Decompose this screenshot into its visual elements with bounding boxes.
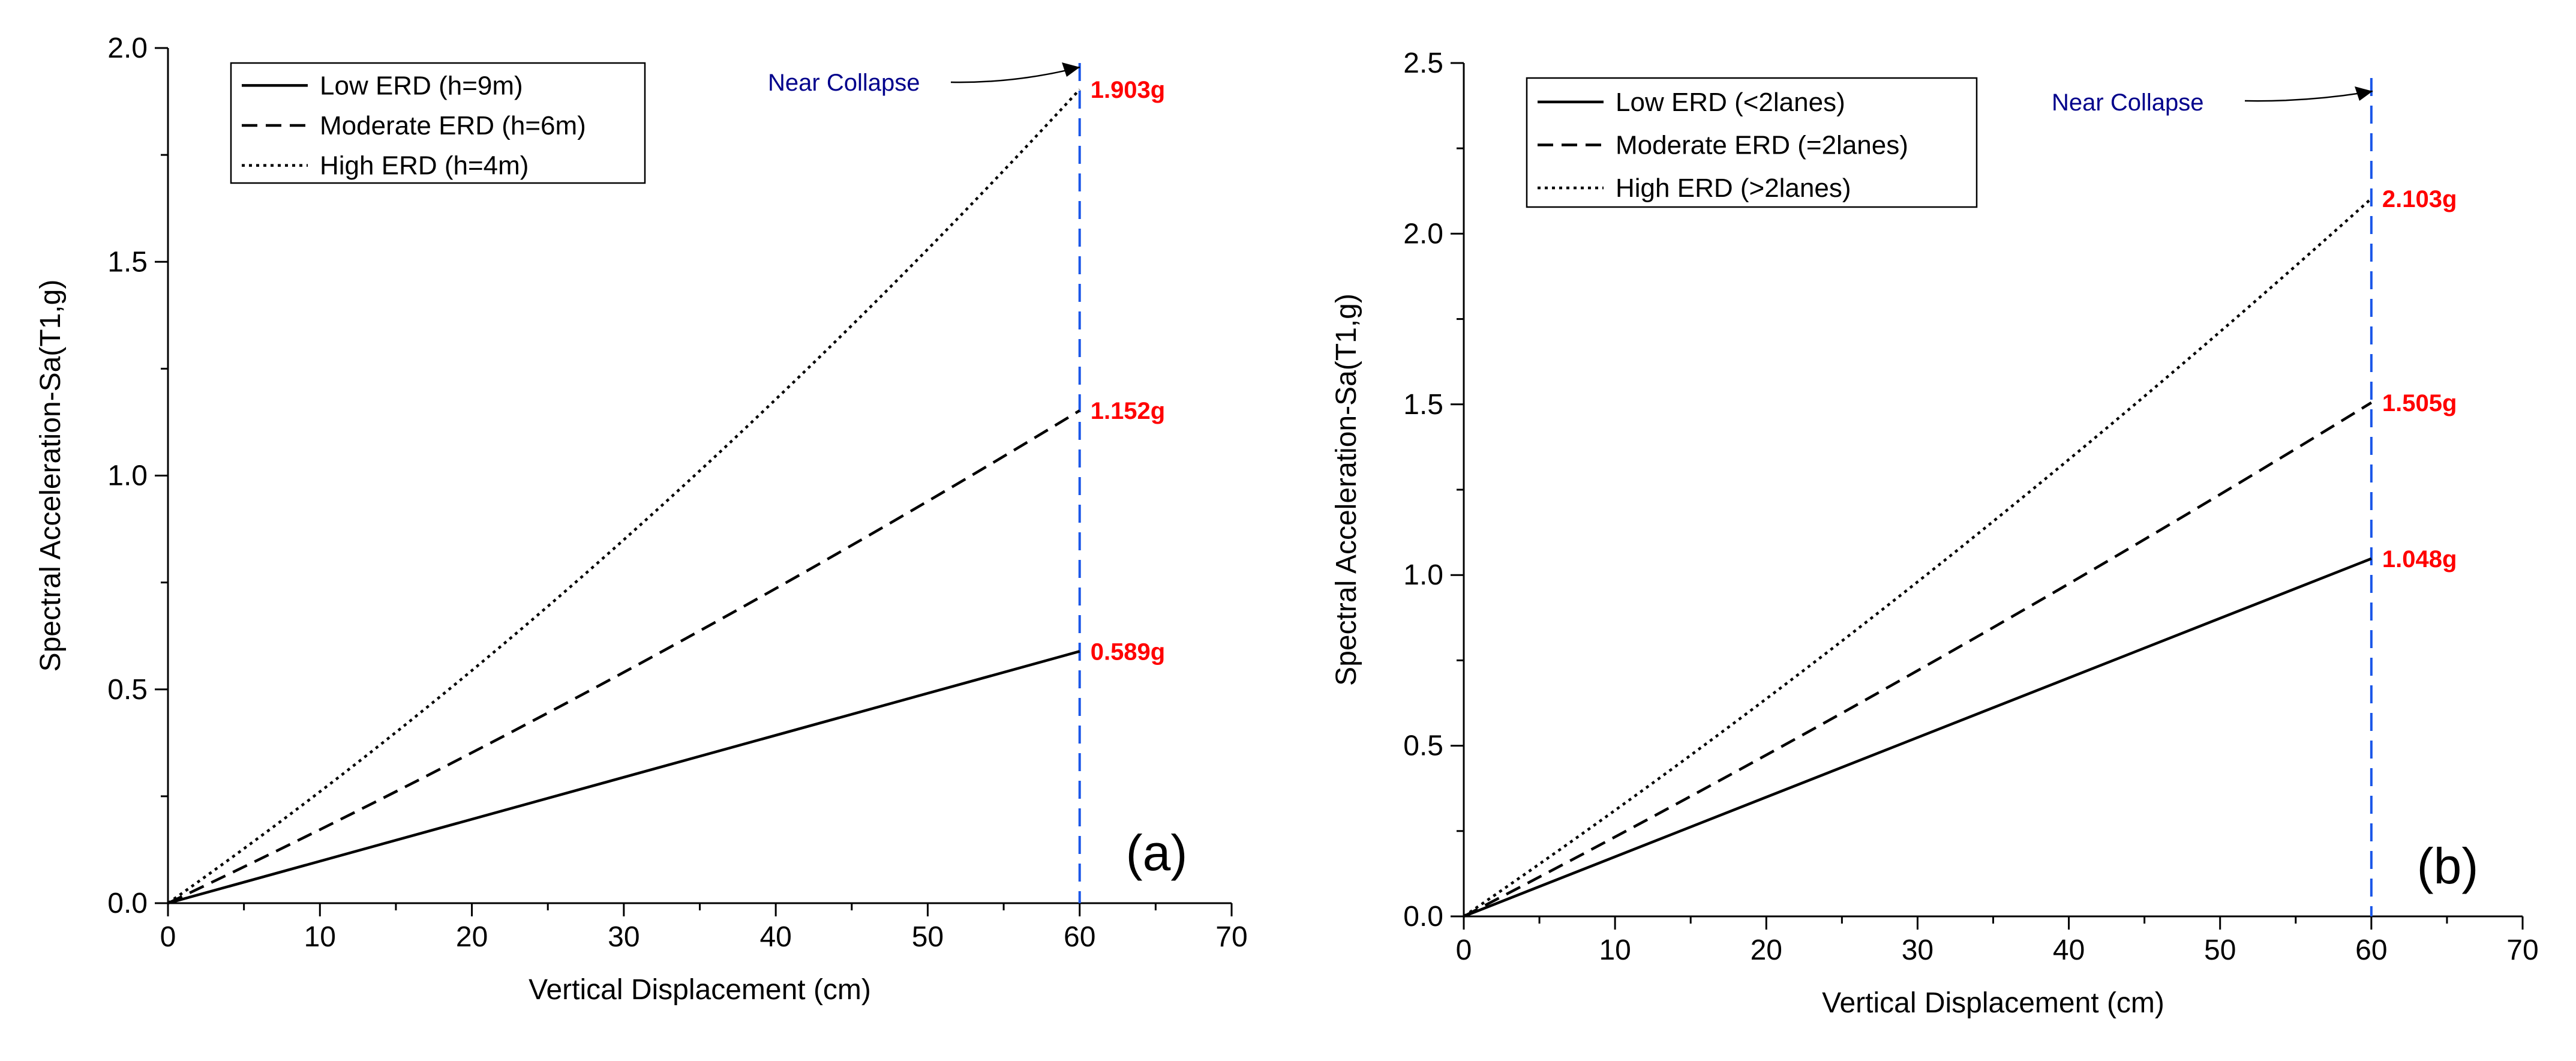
legend-box	[1526, 77, 1978, 208]
series-line-dashed	[167, 409, 1080, 905]
near-collapse-label: Near Collapse	[2052, 89, 2203, 116]
x-tick-label: 0	[160, 921, 176, 953]
x-axis-title: Vertical Displacement (cm)	[529, 974, 871, 1006]
y-tick-label: 0.5	[1403, 730, 1443, 762]
x-tick-label: 10	[304, 921, 336, 953]
y-tick-label: 0.0	[107, 888, 148, 919]
near-collapse-arrow	[950, 66, 1080, 83]
x-tick-label: 30	[608, 921, 640, 953]
y-tick-label: 0.5	[107, 674, 148, 706]
data-label: 0.589g	[1091, 639, 1166, 665]
x-tick-label: 30	[1902, 934, 1933, 966]
x-axis-title: Vertical Displacement (cm)	[1822, 987, 2164, 1019]
x-tick-label: 40	[759, 921, 791, 953]
x-tick-label: 70	[2506, 934, 2538, 966]
legend-entry: Low ERD (h=9m)	[320, 71, 523, 100]
panel-label: (a)	[1126, 825, 1188, 881]
y-tick-label: 2.0	[1403, 218, 1443, 250]
x-tick-label: 70	[1215, 921, 1247, 953]
legend-entry: Low ERD (<2lanes)	[1616, 88, 1845, 117]
y-tick-label: 1.0	[107, 460, 148, 492]
near-collapse-label: Near Collapse	[768, 70, 920, 96]
x-tick-label: 50	[2204, 934, 2236, 966]
legend-entry: High ERD (h=4m)	[320, 151, 529, 181]
chart-panel-b: 0 10 20 30 40 50 60 70 0.0 0.5 1.0 1.5 2.0 2.5 Vertica…	[1331, 47, 2539, 1019]
legend-entry: High ERD (>2lanes)	[1616, 173, 1851, 203]
data-label: 1.048g	[2382, 546, 2457, 573]
x-tick-label: 50	[912, 921, 944, 953]
x-tick-label: 0	[1456, 934, 1472, 966]
panel-label: (b)	[2417, 838, 2479, 894]
x-tick-label: 20	[1751, 934, 1782, 966]
y-tick-label: 1.0	[1403, 559, 1443, 591]
data-label: 2.103g	[2382, 186, 2457, 212]
y-tick-label: 2.0	[107, 32, 148, 64]
series-line-dashed	[1463, 401, 2373, 918]
y-axis-title: Spectral Acceleration-Sa(T1,g)	[35, 280, 67, 672]
series-line-solid	[1463, 557, 2372, 918]
data-label: 1.152g	[1091, 398, 1166, 424]
chart-panel-a: 0 10 20 30 40 50 60 70 0.0 0.5 1.0 1.5 2.0 Vertical D…	[35, 32, 1248, 1006]
y-tick-label: 2.5	[1403, 47, 1443, 79]
data-label: 1.505g	[2382, 390, 2457, 416]
x-tick-label: 40	[2053, 934, 2085, 966]
x-tick-label: 10	[1599, 934, 1631, 966]
y-tick-label: 0.0	[1403, 901, 1443, 933]
x-tick-label: 60	[2355, 934, 2387, 966]
legend-entry: Moderate ERD (=2lanes)	[1616, 131, 1908, 160]
near-collapse-arrow	[2244, 90, 2373, 102]
series-line-dotted	[1463, 197, 2373, 918]
arrow-head-icon	[2355, 86, 2373, 101]
series-line-dotted	[167, 88, 1081, 904]
x-tick-label: 20	[456, 921, 488, 953]
arrow-head-icon	[1062, 62, 1080, 77]
y-tick-label: 1.5	[107, 246, 148, 278]
y-tick-label: 1.5	[1403, 389, 1443, 421]
legend-box	[230, 62, 646, 184]
data-label: 1.903g	[1091, 77, 1166, 103]
y-axis-title: Spectral Acceleration-Sa(T1,g)	[1331, 293, 1362, 686]
x-tick-label: 60	[1064, 921, 1095, 953]
legend-entry: Moderate ERD (h=6m)	[320, 111, 586, 140]
series-line-solid	[167, 650, 1080, 905]
